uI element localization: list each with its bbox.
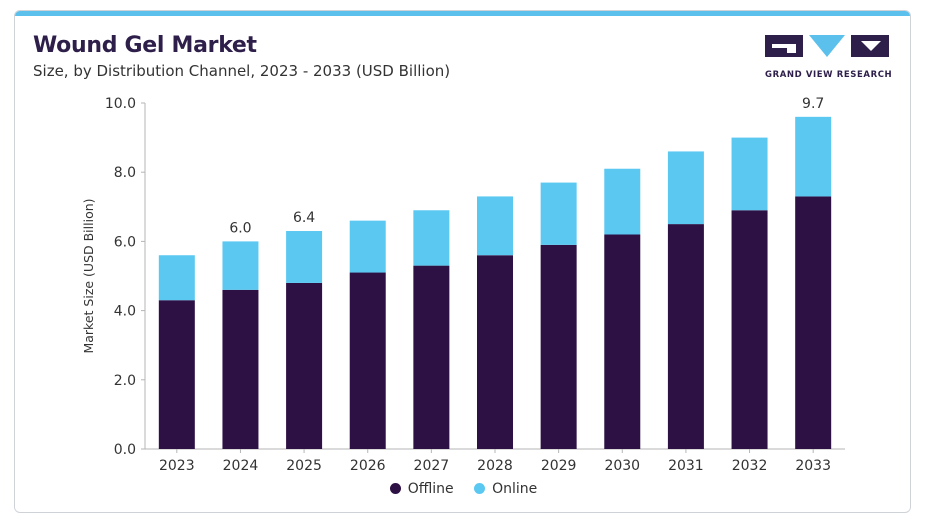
y-tick-label: 0.0 [114,442,136,458]
x-tick-label: 2023 [159,458,195,474]
x-tick-label: 2026 [350,458,386,474]
legend-label-online: Online [492,481,538,497]
x-tick-label: 2027 [414,458,450,474]
x-tick-label: 2024 [223,458,259,474]
bar-online-2032 [731,137,768,211]
y-tick-label: 2.0 [114,373,136,389]
y-tick-label: 6.0 [114,234,136,250]
bar-offline-2025 [286,282,323,449]
y-tick-label: 8.0 [114,165,136,181]
bar-offline-2026 [349,272,386,449]
bar-offline-2028 [477,255,513,449]
x-tick-label: 2033 [795,458,831,474]
x-tick-label: 2028 [477,458,513,474]
bar-online-2033 [795,116,832,197]
accent-bar [15,11,910,16]
y-axis-label: Market Size (USD Billion) [81,198,96,353]
stacked-bar-chart: 0.0 2.0 4.0 6.0 8.0 10.0 Market Size (USD Bill… [81,96,845,474]
x-tick-label: 2029 [541,458,577,474]
bar-offline-2031 [667,224,704,449]
legend-item-online: Online [474,481,537,497]
chart-title: Wound Gel Market [33,33,257,58]
bar-offline-2033 [795,196,832,449]
chart-card: Wound Gel Market Size, by Distribution C… [14,10,911,513]
logo-mark-icon [765,35,889,57]
bar-offline-2030 [604,234,641,449]
bar-online-2029 [540,182,577,245]
legend-label-offline: Offline [407,481,454,497]
x-tick-label: 2032 [732,458,768,474]
bar-online-2024 [222,241,259,290]
bar-online-2031 [667,151,704,225]
legend-swatch-online [474,483,486,494]
x-tick-label: 2031 [668,458,704,474]
legend: Offline Online [15,481,910,497]
bar-offline-2029 [540,244,577,449]
y-tick-label: 4.0 [114,304,136,320]
bar-offline-2023 [158,300,195,449]
bar-online-2026 [349,220,386,273]
bar-offline-2032 [731,210,768,449]
bar-online-2025 [286,231,323,283]
bar-online-2027 [413,210,450,266]
grand-view-research-logo: GRAND VIEW RESEARCH [765,35,893,83]
data-label-2025: 6.4 [293,210,315,226]
x-tick-label: 2025 [286,458,322,474]
x-tick-label: 2030 [604,458,640,474]
legend-item-offline: Offline [389,481,454,497]
logo-text: GRAND VIEW RESEARCH [765,70,893,80]
y-tick-label: 10.0 [105,96,136,112]
bar-online-2023 [158,255,195,301]
data-label-2024: 6.0 [229,220,251,236]
chart-subtitle: Size, by Distribution Channel, 2023 - 20… [33,62,451,80]
legend-swatch-offline [389,483,401,494]
bar-online-2030 [604,168,641,235]
bar-offline-2024 [222,289,259,449]
bar-online-2028 [477,196,513,256]
bar-offline-2027 [413,265,450,449]
data-label-2033: 9.7 [802,96,824,112]
